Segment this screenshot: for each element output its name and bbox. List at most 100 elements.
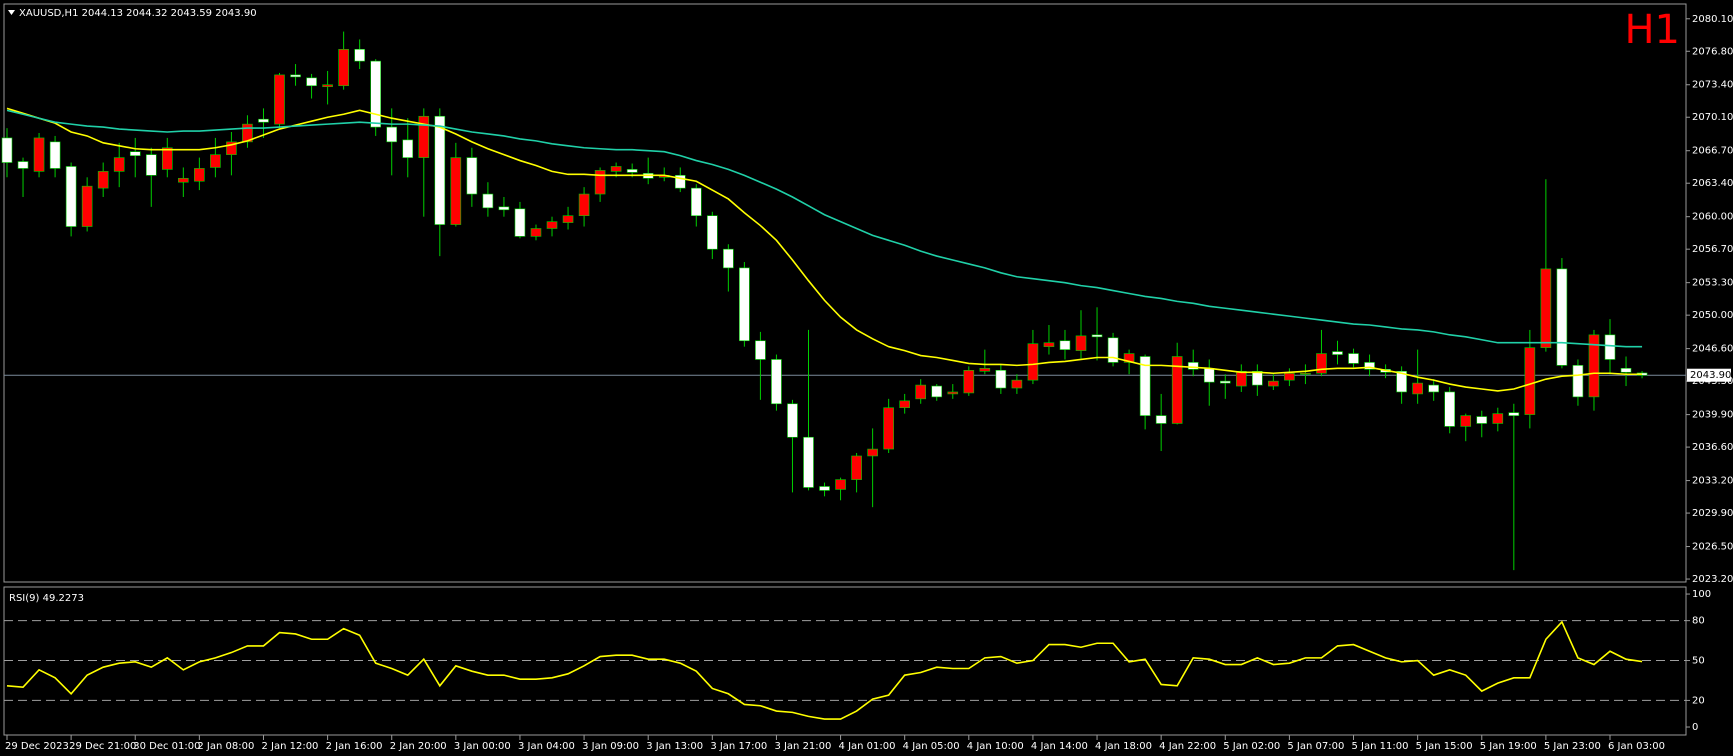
candle-body xyxy=(498,206,510,211)
candle-body xyxy=(1396,370,1407,393)
candle-body xyxy=(1508,412,1520,416)
price-label-box xyxy=(1687,368,1731,382)
candle-body xyxy=(1348,353,1359,364)
chart-title: XAUUSD,H1 2044.13 2044.32 2043.59 2043.9… xyxy=(19,8,257,19)
candle-body xyxy=(145,154,157,176)
candle-body xyxy=(578,193,590,217)
candle-body xyxy=(65,166,77,227)
x-tick-label: 2 Jan 08:00 xyxy=(197,741,254,752)
candle-body xyxy=(450,157,462,225)
x-tick-label: 3 Jan 21:00 xyxy=(774,741,831,752)
candle-body xyxy=(819,486,830,491)
x-tick-label: 4 Jan 01:00 xyxy=(839,741,896,752)
x-tick-label: 4 Jan 10:00 xyxy=(967,741,1024,752)
title-triangle xyxy=(8,10,15,15)
x-tick-label: 3 Jan 09:00 xyxy=(582,741,639,752)
candle-body xyxy=(49,141,61,169)
candle-body xyxy=(1187,362,1199,370)
candle-body xyxy=(482,193,494,209)
y-tick-label: 50 xyxy=(1692,656,1705,667)
candle-body xyxy=(322,84,333,88)
candle-body xyxy=(113,157,125,172)
x-tick-label: 30 Dec 01:00 xyxy=(133,741,200,752)
candle-body xyxy=(883,407,894,450)
candle-body xyxy=(1476,416,1488,424)
x-tick-label: 5 Jan 15:00 xyxy=(1416,741,1473,752)
candle-body xyxy=(1284,372,1295,381)
y-tick-label: 2046.60 xyxy=(1692,344,1733,355)
candle-body xyxy=(258,118,269,123)
timeframe-badge: H1 xyxy=(1624,7,1680,53)
x-tick-label: 2 Jan 16:00 xyxy=(326,741,383,752)
x-tick-label: 4 Jan 18:00 xyxy=(1095,741,1152,752)
candle-body xyxy=(1572,365,1584,398)
y-tick-label: 2076.80 xyxy=(1692,46,1733,57)
candle-body xyxy=(210,154,221,168)
candle-body xyxy=(1091,334,1103,338)
candle-body xyxy=(1412,382,1423,395)
x-tick-label: 5 Jan 23:00 xyxy=(1544,741,1601,752)
candle-body xyxy=(1107,337,1119,363)
y-tick-label: 2050.00 xyxy=(1692,310,1733,321)
candle-body xyxy=(594,170,606,195)
candle-body xyxy=(1027,343,1039,381)
candle-body xyxy=(707,215,718,250)
y-tick-label: 2060.00 xyxy=(1692,212,1733,223)
main-panel xyxy=(3,3,1687,583)
candle-body xyxy=(1236,370,1247,387)
candle-body xyxy=(1604,334,1616,360)
candle-body xyxy=(226,141,237,155)
candle-body xyxy=(947,391,959,395)
candle-body xyxy=(1043,342,1055,347)
y-tick-label: 2029.90 xyxy=(1692,508,1733,519)
candle-body xyxy=(1219,380,1231,384)
y-tick-label: 2053.30 xyxy=(1692,278,1733,289)
y-tick-label: 0 xyxy=(1692,722,1698,733)
y-tick-label: 2063.40 xyxy=(1692,178,1733,189)
candle-body xyxy=(194,168,205,182)
candle-body xyxy=(386,126,398,143)
candle-body xyxy=(1444,391,1455,427)
candle-body xyxy=(851,455,862,480)
candle-body xyxy=(915,384,927,400)
candle-body xyxy=(674,175,686,189)
candle-body xyxy=(1,137,13,163)
x-tick-label: 3 Jan 13:00 xyxy=(646,741,703,752)
candle-body xyxy=(803,436,814,488)
candle-body xyxy=(546,221,558,229)
candle-body xyxy=(466,157,478,195)
candle-body xyxy=(1332,351,1343,355)
candle-body xyxy=(1059,340,1071,350)
candle-body xyxy=(1492,413,1504,424)
y-tick-label: 2056.70 xyxy=(1692,244,1733,255)
rsi-title: RSI(9) 49.2273 xyxy=(9,593,84,604)
candle-body xyxy=(274,74,285,125)
y-tick-label: 20 xyxy=(1692,695,1705,706)
candle-body xyxy=(1139,356,1151,416)
y-tick-label: 2073.40 xyxy=(1692,80,1733,91)
candle-body xyxy=(1171,356,1183,424)
moving-average xyxy=(6,109,1643,348)
candle-body xyxy=(1460,415,1472,427)
y-tick-label: 2033.20 xyxy=(1692,476,1733,487)
price-label: 2043.90 xyxy=(1690,370,1731,381)
candle-body xyxy=(402,139,414,158)
candle-body xyxy=(562,215,574,223)
x-tick-label: 29 Dec 2023 xyxy=(5,741,69,752)
candle-body xyxy=(723,248,734,269)
candle-body xyxy=(995,369,1007,389)
y-tick-label: 2023.20 xyxy=(1692,574,1733,585)
x-tick-label: 4 Jan 22:00 xyxy=(1159,741,1216,752)
candle-body xyxy=(370,60,381,128)
candle-body xyxy=(306,77,317,87)
candle-body xyxy=(242,123,253,143)
candle-body xyxy=(1300,372,1311,375)
rsi-line xyxy=(6,620,1643,720)
candle-body xyxy=(129,151,141,156)
x-tick-label: 5 Jan 02:00 xyxy=(1223,741,1280,752)
candle-body xyxy=(787,403,798,438)
x-tick-label: 4 Jan 14:00 xyxy=(1031,741,1088,752)
x-tick-label: 5 Jan 07:00 xyxy=(1287,741,1344,752)
